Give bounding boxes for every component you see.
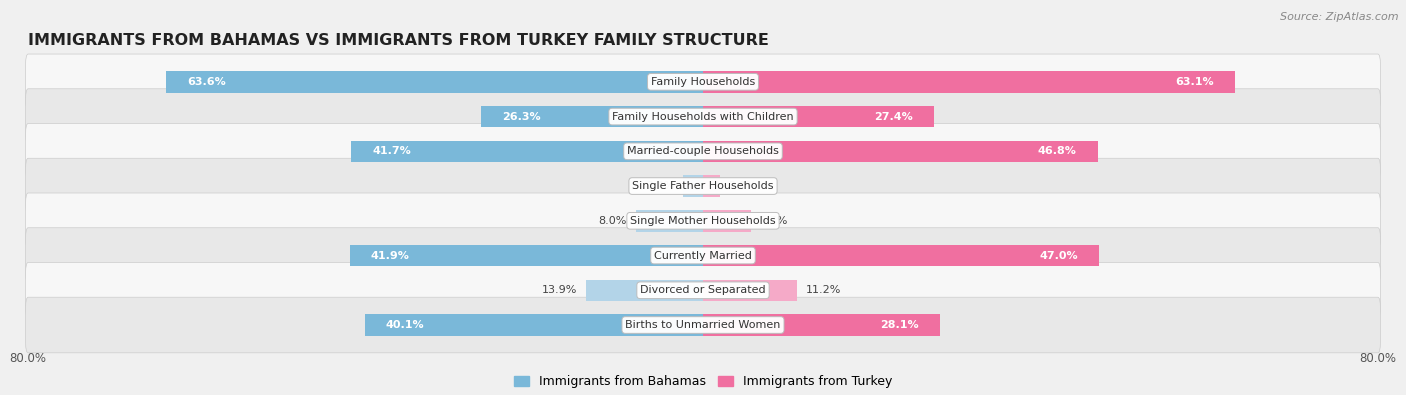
FancyBboxPatch shape — [25, 193, 1381, 248]
FancyBboxPatch shape — [25, 54, 1381, 110]
Bar — [703, 280, 797, 301]
Text: 40.1%: 40.1% — [385, 320, 425, 330]
Text: 47.0%: 47.0% — [1040, 250, 1078, 261]
Bar — [350, 245, 703, 266]
Bar — [703, 245, 1099, 266]
Bar — [703, 314, 941, 336]
Text: Family Households: Family Households — [651, 77, 755, 87]
Text: 26.3%: 26.3% — [502, 111, 541, 122]
Bar — [166, 71, 703, 92]
FancyBboxPatch shape — [25, 124, 1381, 179]
FancyBboxPatch shape — [25, 263, 1381, 318]
Bar — [636, 210, 703, 231]
Legend: Immigrants from Bahamas, Immigrants from Turkey: Immigrants from Bahamas, Immigrants from… — [509, 370, 897, 393]
Text: Source: ZipAtlas.com: Source: ZipAtlas.com — [1281, 12, 1399, 22]
Text: 41.7%: 41.7% — [373, 146, 411, 156]
Text: Divorced or Separated: Divorced or Separated — [640, 285, 766, 295]
Bar — [703, 210, 751, 231]
Bar — [703, 175, 720, 197]
Text: Family Households with Children: Family Households with Children — [612, 111, 794, 122]
Bar — [481, 106, 703, 127]
Bar — [586, 280, 703, 301]
FancyBboxPatch shape — [25, 89, 1381, 144]
Text: 2.0%: 2.0% — [728, 181, 756, 191]
Text: IMMIGRANTS FROM BAHAMAS VS IMMIGRANTS FROM TURKEY FAMILY STRUCTURE: IMMIGRANTS FROM BAHAMAS VS IMMIGRANTS FR… — [28, 33, 769, 48]
FancyBboxPatch shape — [25, 228, 1381, 283]
Text: 46.8%: 46.8% — [1038, 146, 1077, 156]
Bar — [364, 314, 703, 336]
Text: 13.9%: 13.9% — [541, 285, 578, 295]
Text: 63.6%: 63.6% — [187, 77, 226, 87]
Text: Single Father Households: Single Father Households — [633, 181, 773, 191]
Text: Single Mother Households: Single Mother Households — [630, 216, 776, 226]
Text: 8.0%: 8.0% — [599, 216, 627, 226]
FancyBboxPatch shape — [25, 297, 1381, 353]
Text: Births to Unmarried Women: Births to Unmarried Women — [626, 320, 780, 330]
Bar — [703, 141, 1098, 162]
Text: 28.1%: 28.1% — [880, 320, 920, 330]
Bar — [683, 175, 703, 197]
Bar — [703, 106, 934, 127]
FancyBboxPatch shape — [25, 158, 1381, 214]
Text: 2.4%: 2.4% — [645, 181, 675, 191]
Bar — [703, 71, 1236, 92]
Text: 63.1%: 63.1% — [1175, 77, 1215, 87]
Text: 41.9%: 41.9% — [371, 250, 409, 261]
Text: 11.2%: 11.2% — [806, 285, 841, 295]
Bar — [352, 141, 703, 162]
Text: 5.7%: 5.7% — [759, 216, 787, 226]
Text: 27.4%: 27.4% — [875, 111, 912, 122]
Text: Married-couple Households: Married-couple Households — [627, 146, 779, 156]
Text: Currently Married: Currently Married — [654, 250, 752, 261]
